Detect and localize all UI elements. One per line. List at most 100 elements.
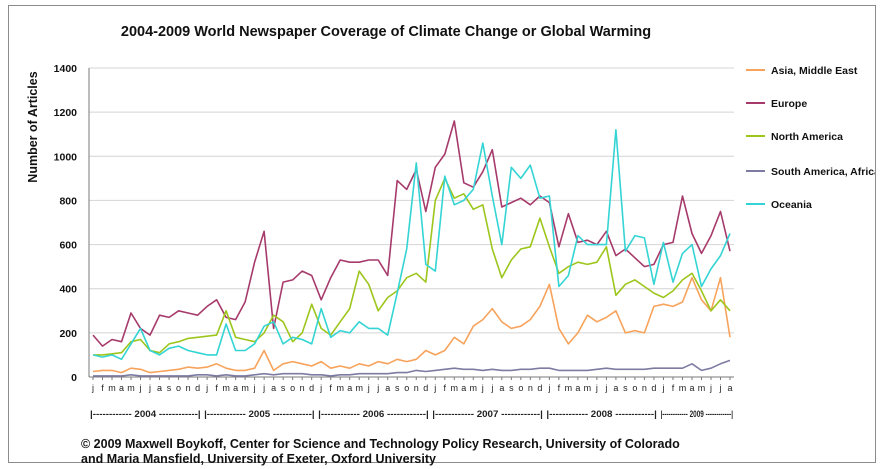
x-tick-label: a [575, 383, 580, 393]
x-tick-label: j [205, 383, 208, 393]
x-tick-label: o [518, 383, 523, 393]
x-tick-label: o [290, 383, 295, 393]
x-tick-label: m [698, 383, 706, 393]
x-tick-label: n [300, 383, 305, 393]
x-tick-label: j [433, 383, 436, 393]
x-tick-label: m [241, 383, 249, 393]
x-tick-label: d [537, 383, 542, 393]
credit-line-1: © 2009 Maxwell Boykoff, Center for Scien… [81, 437, 680, 451]
x-tick-label: d [423, 383, 428, 393]
x-tick-label: o [176, 383, 181, 393]
x-tick-label: a [689, 383, 694, 393]
x-tick-label: m [584, 383, 592, 393]
x-tick-label: f [672, 383, 675, 393]
x-tick-label: o [404, 383, 409, 393]
series-line-oceania [92, 129, 731, 361]
year-label: |------------ 2004 ------------| [90, 409, 201, 419]
x-tick-label: d [309, 383, 314, 393]
year-labels: |------------ 2004 ------------| |-------… [90, 409, 733, 419]
x-tick-label: d [651, 383, 656, 393]
series-lines [92, 120, 731, 377]
x-tick-label: s [623, 383, 628, 393]
chart-title: 2004-2009 World Newspaper Coverage of Cl… [121, 24, 651, 40]
x-tick-label: j [376, 383, 379, 393]
legend-label: Europe [771, 98, 807, 110]
x-tick-label: a [613, 383, 618, 393]
x-tick-label: a [727, 383, 732, 393]
x-tick-label: f [329, 383, 332, 393]
x-tick-label: m [222, 383, 230, 393]
legend-label: North America [771, 131, 843, 143]
x-tick-label: f [101, 383, 104, 393]
series-line-europe [92, 120, 731, 347]
y-tick-label: 200 [59, 328, 77, 340]
y-tick-label: 1200 [54, 107, 78, 119]
x-tick-label: s [281, 383, 286, 393]
year-label: |------------ 2007 ------------| [432, 409, 543, 419]
y-tick-label: 0 [71, 372, 77, 384]
x-tick-label: o [632, 383, 637, 393]
x-tick-label: d [195, 383, 200, 393]
x-tick-label: a [499, 383, 504, 393]
x-tick-label: j [604, 383, 607, 393]
x-tick-label: f [444, 383, 447, 393]
x-tick-label: m [108, 383, 116, 393]
x-tick-label: n [414, 383, 419, 393]
x-tick-label: m [470, 383, 478, 393]
y-tick-labels: 0 200 400 600 800 1000 1200 1400 [54, 63, 78, 384]
year-label: |------------ 2006 ------------| [318, 409, 429, 419]
x-tick-label: j [139, 383, 142, 393]
legend-label: South America, Africa [771, 166, 875, 178]
x-tick-label: j [319, 383, 322, 393]
x-tick-label: m [565, 383, 573, 393]
x-tick-label: j [661, 383, 664, 393]
x-tick-label: m [336, 383, 344, 393]
x-tick-label: j [367, 383, 370, 393]
x-tick-label: j [481, 383, 484, 393]
x-tick-label: s [395, 383, 400, 393]
x-tick-label: n [642, 383, 647, 393]
x-tick-label: a [271, 383, 276, 393]
year-label: |------------ 2009 ------------| [660, 409, 733, 419]
x-tick-label: f [558, 383, 561, 393]
x-tick-label: a [385, 383, 390, 393]
series-line-north-america [93, 177, 731, 356]
y-tick-label: 400 [59, 284, 77, 296]
y-tick-label: 800 [59, 195, 77, 207]
x-tick-label: j [709, 383, 712, 393]
x-tick-label: a [347, 383, 352, 393]
x-tick-label: n [528, 383, 533, 393]
x-tick-label: j [547, 383, 550, 393]
x-tick-label: a [157, 383, 162, 393]
x-tick-label: m [127, 383, 135, 393]
legend-label: Asia, Middle East [771, 65, 858, 77]
line-chart: 2004-2009 World Newspaper Coverage of Cl… [26, 24, 875, 419]
y-axis-label: Number of Articles [26, 71, 40, 182]
x-tick-label: m [679, 383, 687, 393]
y-tick-label: 1400 [54, 63, 78, 75]
year-label: |------------ 2008 ------------| [546, 409, 657, 419]
x-tick-label: a [233, 383, 238, 393]
x-tick-label: j [91, 383, 94, 393]
chart-frame: 2004-2009 World Newspaper Coverage of Cl… [8, 5, 876, 466]
x-tick-label: m [451, 383, 459, 393]
x-tick-label: m [355, 383, 363, 393]
x-tick-label: a [119, 383, 124, 393]
x-tick-label: j [262, 383, 265, 393]
x-tick-label: f [215, 383, 218, 393]
x-tick-label: j [253, 383, 256, 393]
x-tick-label: s [167, 383, 172, 393]
x-tick-label: n [186, 383, 191, 393]
x-tick-label: j [718, 383, 721, 393]
legend: Asia, Middle East Europe North America Sout… [746, 65, 875, 211]
y-tick-label: 1000 [54, 151, 78, 163]
x-tick-label: j [490, 383, 493, 393]
year-label: |------------ 2005 ------------| [204, 409, 315, 419]
legend-label: Oceania [771, 199, 812, 211]
x-tick-label: s [509, 383, 514, 393]
series-line-south-america-africa [93, 359, 731, 377]
credit-line-2: and Maria Mansfield, University of Exete… [81, 452, 436, 466]
y-tick-label: 600 [59, 240, 77, 252]
x-tick-label: j [148, 383, 151, 393]
